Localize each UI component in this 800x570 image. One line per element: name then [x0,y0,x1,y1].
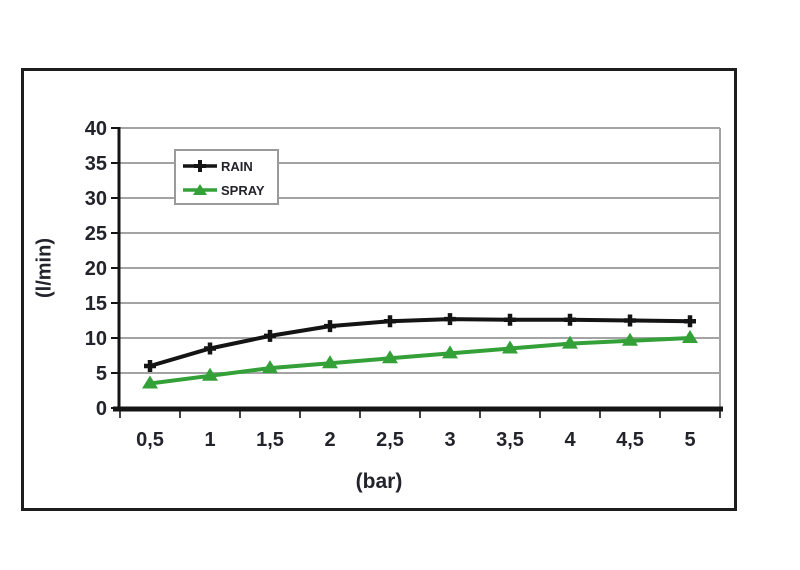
x-tick-label: 3 [444,429,455,451]
x-tick-label: 3,5 [496,429,524,451]
legend-item-rain: RAIN [182,154,277,178]
spray-marker [322,355,338,369]
y-tick-label: 5 [96,363,107,385]
x-tick-label: 2,5 [376,429,404,451]
rain-marker [624,314,636,327]
y-tick-label: 25 [85,223,107,245]
rain-series-line [149,317,691,368]
rain-marker [324,320,336,333]
rain-marker [384,315,396,328]
spray-series-line [149,336,691,386]
chart-frame [21,68,737,511]
y-tick-label: 15 [85,293,107,315]
rain-legend-marker [183,160,217,172]
x-tick-label: 1,5 [256,429,284,451]
y-axis-title: (l/min) [33,238,56,298]
rain-marker [684,315,696,328]
y-tick-label: 30 [85,188,107,210]
x-tick-label: 0,5 [136,429,164,451]
rain-marker [144,360,156,372]
spray-marker [502,340,518,354]
rain-marker [564,313,576,326]
spray-legend-marker [183,184,217,195]
x-tick-label: 4,5 [616,429,644,451]
spray-marker [442,345,458,359]
rain-marker [204,342,216,355]
y-tick-label: 10 [85,328,107,350]
rain-legend-label: RAIN [221,158,253,174]
y-tick-label: 35 [85,153,107,175]
rain-marker [264,329,276,342]
spray-marker [262,360,278,374]
chart-legend: RAIN SPRAY [174,149,279,205]
x-axis-title: (bar) [355,470,403,493]
rain-marker [504,313,516,326]
x-tick-label: 2 [324,429,335,451]
legend-item-spray: SPRAY [182,178,277,202]
spray-marker [562,335,578,349]
y-tick-label: 0 [96,398,107,420]
spray-marker [682,330,698,343]
x-tick-label: 1 [204,429,215,451]
rain-marker [444,313,456,326]
spray-marker [382,350,398,364]
x-tick-label: 4 [564,429,576,451]
spray-legend-label: SPRAY [221,182,265,198]
x-tick-label: 5 [684,429,695,451]
y-tick-label: 20 [85,258,107,280]
spray-marker [142,375,158,389]
spray-marker [202,367,218,381]
spray-marker [622,332,638,346]
y-tick-label: 40 [85,118,107,140]
